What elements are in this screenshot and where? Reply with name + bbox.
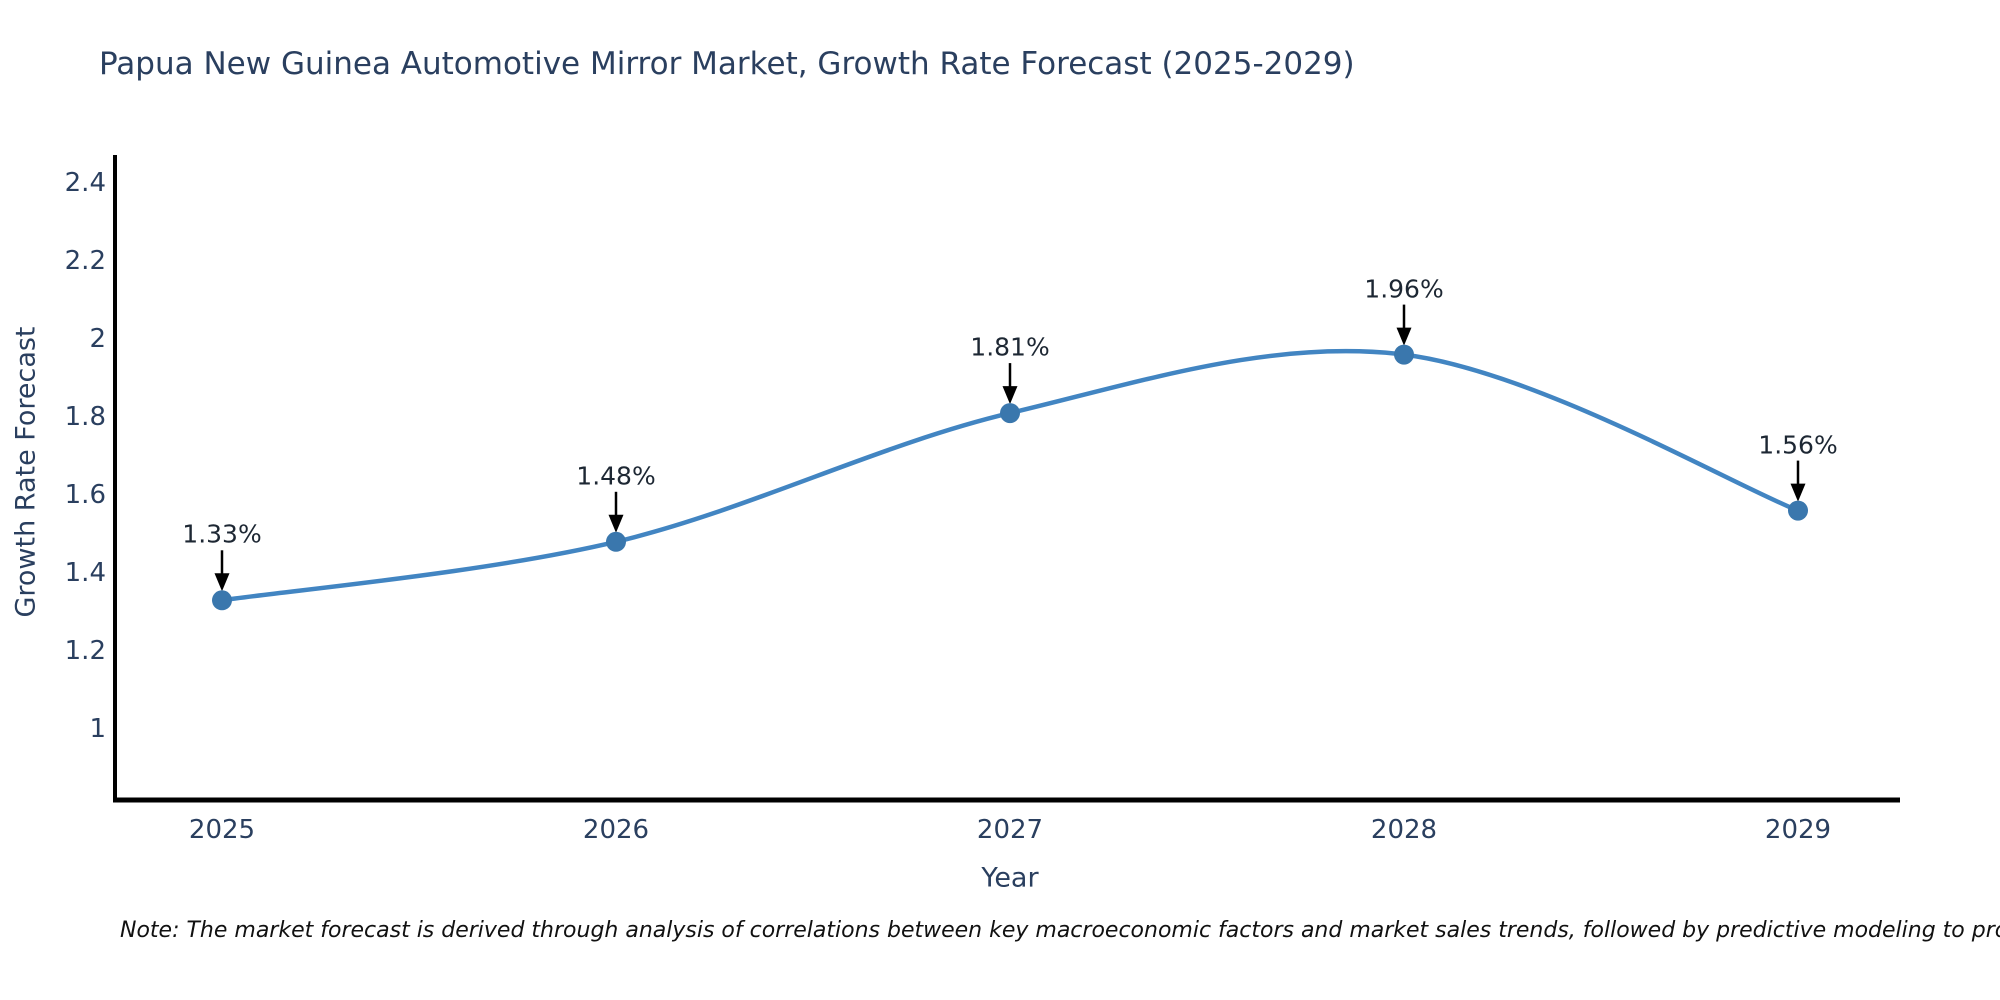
point-annotation: 1.48% — [576, 461, 656, 491]
y-tick-label: 2 — [89, 324, 106, 354]
x-tick-label: 2027 — [976, 815, 1044, 845]
y-tick-label: 1.2 — [64, 636, 106, 666]
data-point-marker — [212, 590, 232, 611]
y-tick-label: 1 — [89, 714, 106, 744]
data-point-marker — [606, 531, 626, 552]
axis-lines — [113, 155, 1900, 803]
point-annotation: 1.56% — [1758, 430, 1838, 460]
annotation-arrow-head — [608, 514, 624, 533]
x-axis-title: Year — [981, 862, 1039, 894]
x-tick-label: 2026 — [582, 815, 650, 845]
data-point-marker — [1788, 500, 1808, 521]
chart-title: Papua New Guinea Automotive Mirror Marke… — [99, 46, 1355, 82]
y-tick-label: 1.8 — [64, 402, 106, 432]
data-point-marker — [1394, 344, 1414, 365]
data-point-marker — [1000, 403, 1020, 424]
point-annotation: 1.33% — [182, 519, 262, 549]
annotation-arrow-head — [214, 573, 230, 592]
data-points — [212, 344, 1808, 611]
annotation-arrow-head — [1396, 327, 1412, 346]
annotation-arrow-head — [1790, 483, 1806, 502]
y-tick-label: 2.2 — [64, 246, 106, 276]
y-tick-label: 2.4 — [64, 168, 106, 198]
x-tick-label: 2025 — [188, 815, 256, 845]
point-annotation: 1.96% — [1364, 274, 1444, 304]
x-tick-label: 2028 — [1370, 815, 1438, 845]
x-tick-label: 2029 — [1764, 815, 1832, 845]
annotation-arrows — [214, 304, 1806, 592]
y-tick-label: 1.4 — [64, 558, 106, 588]
footnote: Note: The market forecast is derived thr… — [120, 918, 2000, 943]
point-annotation: 1.81% — [970, 332, 1050, 362]
annotation-arrow-head — [1002, 386, 1018, 405]
y-tick-label: 1.6 — [64, 480, 106, 510]
